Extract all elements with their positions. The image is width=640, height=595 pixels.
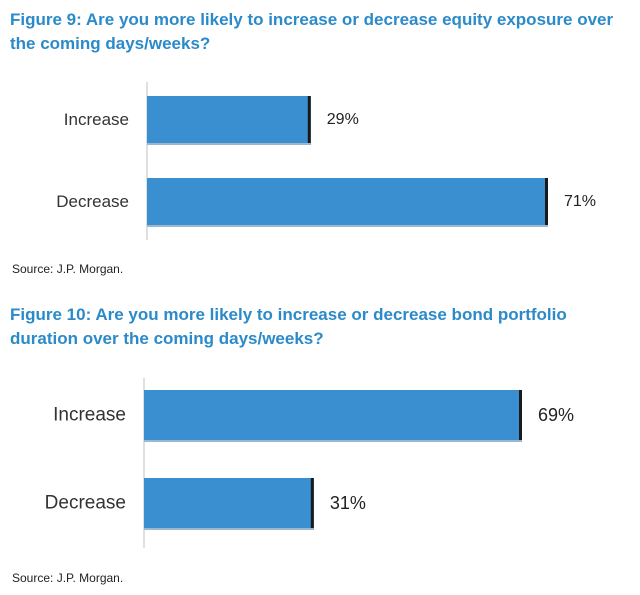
figure-9-value-label-decrease: 71% <box>564 193 596 210</box>
figure-10-bar-edge-increase <box>519 390 522 442</box>
figure-9-bar-shadow-increase <box>147 143 311 145</box>
figure-10-bar-decrease <box>144 478 314 528</box>
figure-10-bar-shadow-decrease <box>144 528 314 530</box>
figure-10-title: Figure 10: Are you more likely to increa… <box>10 305 567 348</box>
figure-9-bar-chart: Increase 29% Decrease 71% <box>56 82 596 240</box>
figure-10-bar-chart: Increase 69% Decrease 31% <box>45 378 574 548</box>
figure-9-bar-shadow-decrease <box>147 225 548 227</box>
figure-10-bar-edge-decrease <box>310 478 314 530</box>
figure-9-bar-edge-increase <box>307 96 311 145</box>
figure-9-bar-decrease <box>147 178 548 225</box>
figure-10-value-label-increase: 69% <box>538 405 574 425</box>
figure-10-value-label-decrease: 31% <box>330 493 366 513</box>
figure-10-bar-increase <box>144 390 522 440</box>
figure-9-value-label-increase: 29% <box>327 111 359 128</box>
figure-9-bar-increase <box>147 96 311 143</box>
figure-9-source: Source: J.P. Morgan. <box>12 262 124 276</box>
figure-10-bar-shadow-increase <box>144 440 522 442</box>
figure-10-category-label-increase: Increase <box>53 405 126 426</box>
figure-9-category-label-increase: Increase <box>64 110 129 129</box>
figure-9-bar-edge-decrease <box>545 178 548 227</box>
figure-10-category-label-decrease: Decrease <box>45 493 126 514</box>
figure-9-title: Figure 9: Are you more likely to increas… <box>10 10 614 53</box>
figure-10-source: Source: J.P. Morgan. <box>12 571 124 585</box>
figure-9-category-label-decrease: Decrease <box>56 192 129 211</box>
